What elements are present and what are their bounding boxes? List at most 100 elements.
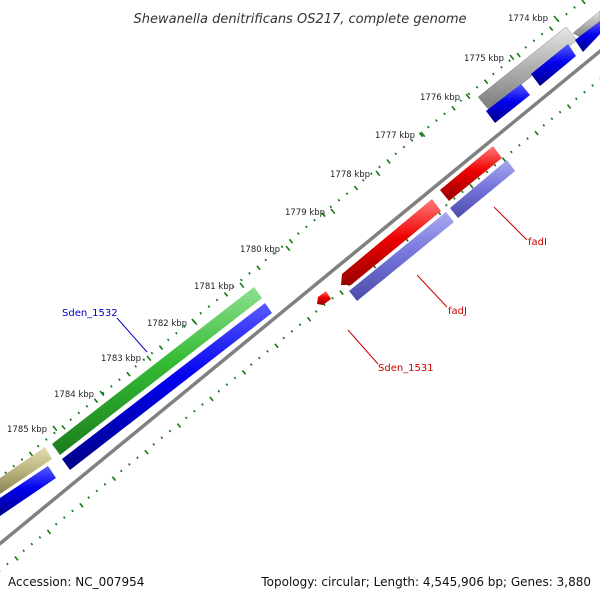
gc-skew-track-outer: [0, 0, 586, 483]
gc-skew-mark: [444, 203, 448, 207]
gc-skew-mark: [266, 350, 269, 353]
gc-skew-mark: [274, 343, 279, 349]
leader-sden1532: [116, 317, 148, 353]
gc-skew-mark: [223, 291, 229, 297]
cds-blue-bottom[interactable]: [0, 466, 56, 516]
gc-skew-mark: [95, 489, 99, 493]
tick-marks: [52, 15, 559, 432]
gc-skew-mark: [524, 46, 528, 49]
tick-mark: [330, 208, 336, 215]
gc-skew-mark: [491, 72, 495, 76]
gc-skew-mark: [183, 325, 186, 328]
gene-label-fadI[interactable]: fadI: [528, 237, 547, 248]
gc-skew-mark: [518, 143, 521, 147]
gc-skew-mark: [193, 409, 196, 413]
gc-skew-mark: [199, 311, 203, 315]
gc-skew-mark: [558, 110, 562, 114]
feature-red-1[interactable]: [440, 146, 502, 201]
tick-mark: [146, 355, 152, 362]
gc-skew-mark: [14, 556, 19, 561]
gc-skew-mark: [451, 105, 456, 111]
gc-skew-mark: [574, 97, 578, 101]
gc-skew-mark: [152, 443, 156, 446]
gc-skew-mark: [215, 298, 219, 302]
tick-label-1784: 1784 kbp: [54, 390, 94, 400]
gc-skew-mark: [467, 92, 471, 96]
tick-label-1779: 1779 kbp: [285, 208, 325, 218]
gc-skew-mark: [298, 323, 302, 327]
feature-grey-1[interactable]: [477, 26, 578, 111]
gc-skew-mark: [142, 358, 146, 362]
tick-label-1781: 1781 kbp: [194, 282, 234, 292]
gc-skew-mark: [36, 444, 40, 448]
gc-skew-mark: [101, 391, 105, 395]
tick-labels: 1774 kbp 1775 kbp 1776 kbp 1777 kbp 1778…: [7, 14, 548, 435]
feature-purple-1[interactable]: [349, 212, 454, 301]
features: [0, 10, 600, 516]
gc-skew-mark: [53, 431, 56, 435]
gc-skew-mark: [306, 316, 312, 322]
leader-fadI: [493, 206, 528, 241]
accession-label: Accession: NC_007954: [8, 575, 144, 589]
gc-skew-mark: [526, 137, 529, 141]
gc-skew-mark: [314, 310, 318, 313]
genome-backbone: [0, 48, 600, 546]
gc-skew-mark: [175, 331, 178, 335]
gc-skew-mark: [418, 132, 424, 138]
gc-skew-mark: [331, 296, 334, 300]
gc-skew-mark: [166, 338, 170, 342]
feature-red-2[interactable]: [341, 199, 441, 285]
cds-blue-top-2[interactable]: [531, 44, 576, 86]
feature-olive[interactable]: [0, 447, 52, 494]
gc-skew-mark: [119, 469, 123, 473]
gc-skew-mark: [44, 438, 48, 441]
gc-skew-mark: [282, 336, 286, 340]
gc-skew-mark: [566, 104, 572, 109]
gc-skew-mark: [459, 99, 463, 102]
tick-mark: [553, 15, 559, 22]
gc-skew-mark: [272, 252, 276, 255]
gc-skew-mark: [337, 198, 341, 202]
cds-blue-top-1[interactable]: [486, 84, 530, 123]
gc-skew-mark: [217, 389, 221, 393]
gc-skew-mark: [542, 124, 546, 127]
tick-mark: [375, 170, 381, 177]
gc-skew-mark: [126, 371, 131, 377]
gc-skew-mark: [426, 125, 430, 129]
gene-label-sden1531[interactable]: Sden_1531: [378, 363, 434, 374]
gc-skew-mark: [321, 212, 326, 218]
gc-skew-mark: [475, 85, 479, 89]
gc-skew-mark: [453, 197, 456, 200]
gc-skew-mark: [509, 150, 513, 154]
gc-skew-mark: [288, 238, 294, 244]
cds-blue-top-3[interactable]: [575, 21, 600, 52]
gc-skew-mark: [435, 119, 438, 122]
gc-skew-mark: [500, 65, 503, 69]
feature-purple-2[interactable]: [450, 160, 515, 218]
gc-skew-mark: [443, 112, 446, 116]
gc-skew-mark: [93, 398, 99, 404]
gc-skew-mark: [85, 404, 89, 408]
gc-skew-mark: [256, 265, 261, 271]
gc-skew-mark: [339, 290, 344, 296]
tick-label-1774: 1774 kbp: [508, 14, 548, 24]
gc-skew-mark: [118, 378, 121, 382]
gc-skew-mark: [249, 363, 253, 367]
gene-label-fadJ[interactable]: fadJ: [448, 306, 467, 317]
gc-skew-mark: [168, 429, 172, 433]
gene-label-sden1532[interactable]: Sden_1532: [62, 308, 118, 319]
gc-skew-mark: [394, 152, 398, 156]
gc-skew-mark: [345, 192, 349, 195]
gc-skew-mark: [134, 365, 138, 368]
tick-mark: [465, 93, 471, 100]
feature-red-small[interactable]: [317, 291, 331, 305]
gc-skew-mark: [110, 384, 113, 388]
gc-skew-mark: [305, 225, 308, 229]
feature-green[interactable]: [52, 287, 262, 455]
gc-skew-mark: [477, 177, 481, 180]
gc-skew-mark: [176, 423, 182, 428]
cds-blue-mid[interactable]: [62, 303, 272, 470]
gc-skew-mark: [209, 396, 214, 402]
gene-labels: Sden_1532 fadI fadJ Sden_1531: [62, 206, 547, 374]
gc-skew-mark: [410, 139, 414, 142]
